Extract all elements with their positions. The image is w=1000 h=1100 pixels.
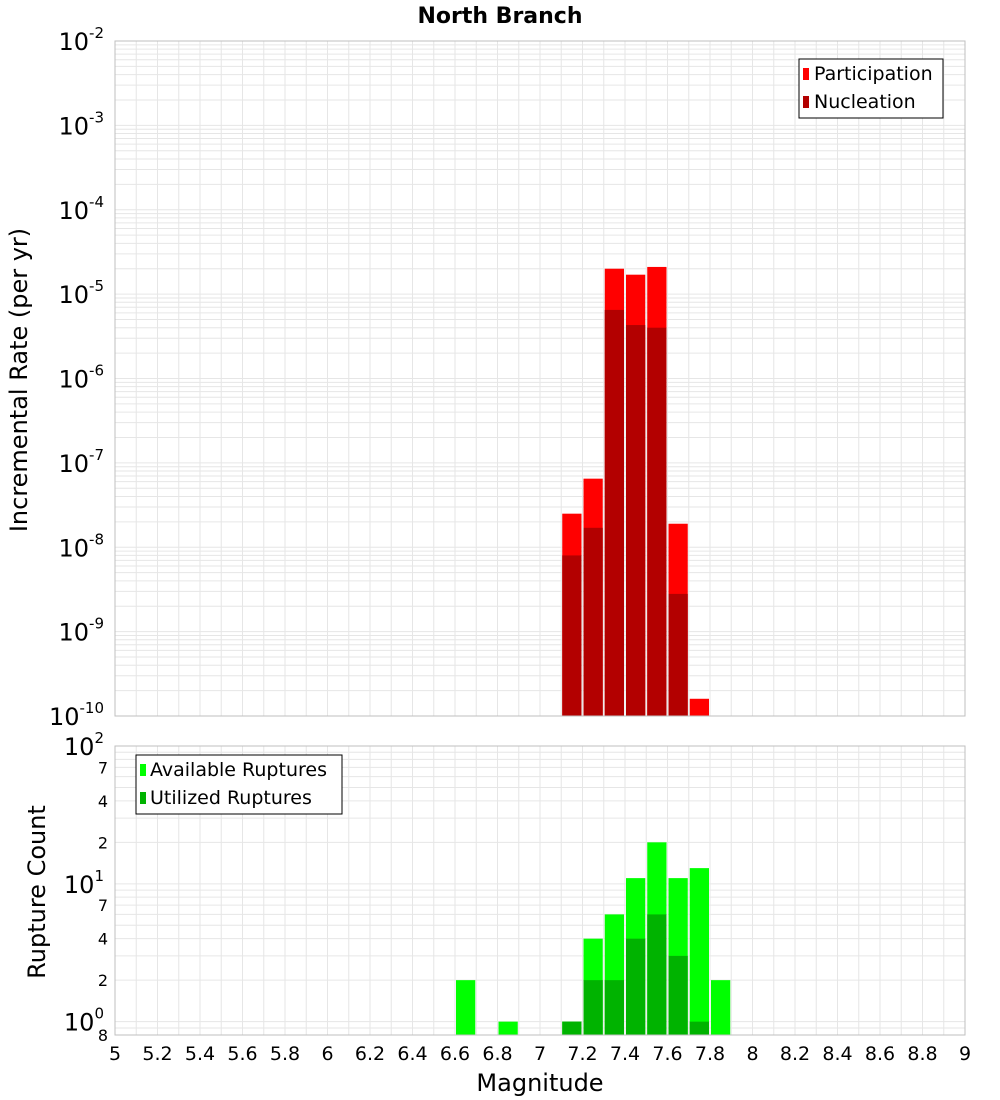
rate-legend-box <box>798 58 944 119</box>
count-y-tick-label-major: 100 <box>64 1005 104 1037</box>
count-legend: Available Ruptures Utilized Ruptures <box>135 754 343 815</box>
bar-nucleation <box>626 325 646 716</box>
x-axis-label: Magnitude <box>476 1069 603 1097</box>
bar-utilized-ruptures <box>562 1021 582 1035</box>
rate-panel: 10-10 10-9 10-8 10-7 10-6 10-5 10-4 10-3 10-2 In… <box>5 24 966 731</box>
bar-utilized-ruptures <box>604 980 624 1035</box>
count-bars <box>456 842 731 1035</box>
bar-utilized-ruptures <box>668 955 688 1035</box>
rate-y-tick-label: 10-7 <box>58 446 104 478</box>
rate-y-tick-label: 10-3 <box>58 108 104 140</box>
rate-y-tick-label: 10-6 <box>58 362 104 394</box>
bar-nucleation <box>647 327 667 716</box>
legend-swatch-available <box>140 764 146 776</box>
rate-y-tick-label: 10-10 <box>49 699 104 731</box>
bar-utilized-ruptures <box>583 980 603 1035</box>
legend-label-available: Available Ruptures <box>150 759 327 781</box>
legend-label-utilized: Utilized Ruptures <box>150 787 312 809</box>
rate-y-axis-label: Incremental Rate (per yr) <box>5 228 33 532</box>
x-tick-label: 8 <box>746 1043 758 1065</box>
x-tick-label: 6.2 <box>355 1043 385 1065</box>
count-legend-box <box>135 754 343 815</box>
rate-legend: Participation Nucleation <box>798 58 944 119</box>
bar-nucleation <box>604 309 624 716</box>
chart-title: North Branch <box>417 4 582 29</box>
bar-utilized-ruptures <box>647 914 667 1035</box>
x-tick-label: 6.8 <box>482 1043 512 1065</box>
rate-grid <box>114 41 966 717</box>
count-y-tick-label-minor: 4 <box>98 792 108 811</box>
rate-plot-frame <box>114 40 966 717</box>
bar-available-ruptures <box>456 980 476 1035</box>
legend-swatch-utilized <box>140 792 146 804</box>
bar-participation <box>689 698 709 716</box>
x-tick-label: 8.4 <box>822 1043 852 1065</box>
x-tick-label: 7.2 <box>567 1043 597 1065</box>
x-tick-label: 6.4 <box>397 1043 427 1065</box>
count-y-tick-label-minor: 2 <box>98 833 108 852</box>
rate-bars <box>562 266 709 716</box>
bar-utilized-ruptures <box>689 1021 709 1035</box>
bar-nucleation <box>583 527 603 716</box>
count-y-tick-label-minor: 8 <box>98 1026 108 1045</box>
rate-y-tick-label: 10-5 <box>58 277 104 309</box>
legend-label-nucleation: Nucleation <box>814 91 916 113</box>
legend-swatch-nucleation <box>803 96 809 108</box>
bar-available-ruptures <box>711 980 731 1035</box>
legend-swatch-participation <box>803 68 809 80</box>
count-y-tick-label-minor: 2 <box>98 971 108 990</box>
x-tick-label: 5 <box>109 1043 121 1065</box>
x-tick-label: 8.2 <box>780 1043 810 1065</box>
rate-y-tick-label: 10-9 <box>58 615 104 647</box>
bar-nucleation <box>562 555 582 716</box>
bar-utilized-ruptures <box>626 938 646 1035</box>
rate-y-tick-label: 10-4 <box>58 193 104 225</box>
x-tick-label: 8.6 <box>865 1043 895 1065</box>
x-tick-label: 5.2 <box>142 1043 172 1065</box>
x-tick-label: 5.6 <box>227 1043 257 1065</box>
x-tick-label: 5.8 <box>270 1043 300 1065</box>
x-ticks: 5 5.2 5.4 5.6 5.8 6 6.2 6.4 6.6 6.8 7 7.2 7.4 7.6 7.8 8… <box>109 1043 971 1065</box>
count-y-tick-label-minor: 7 <box>98 896 108 915</box>
rate-y-tick-label: 10-8 <box>58 530 104 562</box>
count-y-tick-label-minor: 4 <box>98 930 108 949</box>
x-tick-label: 6 <box>321 1043 333 1065</box>
count-y-axis-label: Rupture Count <box>23 805 51 979</box>
legend-label-participation: Participation <box>814 63 933 85</box>
bar-available-ruptures <box>498 1021 518 1035</box>
count-plot-frame <box>114 745 966 1036</box>
x-tick-label: 7 <box>534 1043 546 1065</box>
count-y-tick-label-minor: 7 <box>98 758 108 777</box>
bar-nucleation <box>668 593 688 716</box>
bar-available-ruptures <box>689 868 709 1035</box>
x-tick-label: 7.6 <box>652 1043 682 1065</box>
count-y-tick-label-major: 101 <box>64 867 104 899</box>
x-tick-label: 7.4 <box>610 1043 640 1065</box>
x-tick-label: 9 <box>959 1043 971 1065</box>
count-y-tick-label-major: 102 <box>64 729 104 761</box>
rate-y-tick-label: 10-2 <box>58 24 104 56</box>
rate-y-ticks: 10-10 10-9 10-8 10-7 10-6 10-5 10-4 10-3 10-2 <box>49 24 104 731</box>
x-tick-label: 7.8 <box>695 1043 725 1065</box>
x-tick-label: 5.4 <box>185 1043 215 1065</box>
x-tick-label: 6.6 <box>440 1043 470 1065</box>
x-tick-label: 8.8 <box>907 1043 937 1065</box>
